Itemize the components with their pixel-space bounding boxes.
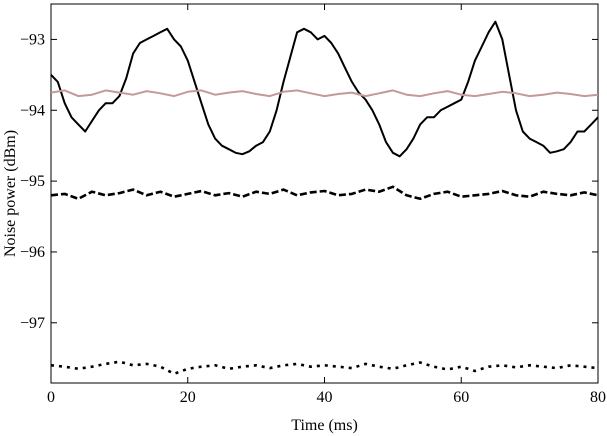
series-line-1 — [50, 20, 599, 158]
y-tick-label: −94 — [20, 102, 45, 119]
plot-area: 0 20 40 60 80 −97 −96 −95 −94 −93 — [20, 3, 606, 406]
series-line-4 — [50, 360, 599, 376]
y-tick-label: −97 — [20, 315, 45, 332]
x-tick-label: 0 — [47, 389, 55, 406]
series-layer — [50, 20, 599, 376]
x-tick-label: 80 — [590, 389, 606, 406]
y-axis-label: Noise power (dBm) — [2, 130, 19, 257]
y-tick-label: −93 — [20, 31, 45, 48]
x-tick-label: 60 — [453, 389, 469, 406]
plot-frame — [50, 3, 599, 384]
series-line-2 — [50, 89, 599, 98]
series-line-3 — [50, 185, 599, 201]
y-tick-label: −96 — [20, 244, 45, 261]
x-tick-label: 20 — [180, 389, 196, 406]
y-tick-label: −95 — [20, 173, 45, 190]
y-axis-ticks: −97 −96 −95 −94 −93 — [20, 31, 598, 332]
x-tick-label: 40 — [317, 389, 333, 406]
x-axis-label: Time (ms) — [291, 417, 358, 434]
x-axis-ticks: 0 20 40 60 80 — [47, 4, 606, 406]
